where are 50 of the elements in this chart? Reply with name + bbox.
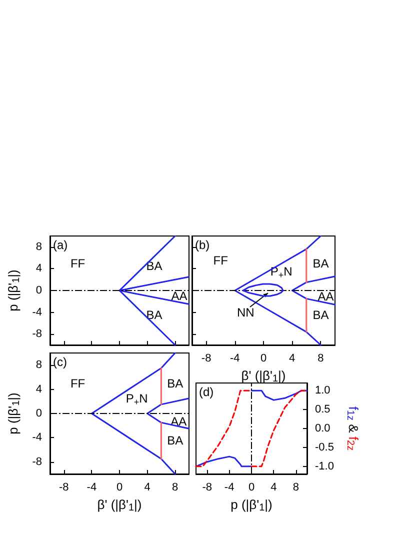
annotation: FF xyxy=(70,256,86,270)
x-tick-label: 4 xyxy=(144,482,150,494)
annotation: P+N xyxy=(126,391,148,407)
x-tick-label: 4 xyxy=(270,482,277,494)
x-tick-label: -4 xyxy=(230,352,240,364)
annotation: BA xyxy=(312,256,329,270)
y-axis-title: p (|β'1|) xyxy=(5,270,22,312)
annotation: (a) xyxy=(53,238,68,252)
y-tick-label: -4 xyxy=(32,432,42,444)
x-tick-label: 4 xyxy=(289,352,296,364)
y-tick-label: 4 xyxy=(36,262,42,275)
x-tick-label: -8 xyxy=(202,482,212,494)
y-tick-label: 4 xyxy=(36,383,42,396)
annotation: AA xyxy=(170,414,187,428)
x-tick-label: -8 xyxy=(201,352,212,364)
annotation: (d) xyxy=(199,385,214,399)
y-axis-title: p (|β'1|) xyxy=(5,392,22,434)
annotation: AA xyxy=(171,288,188,303)
annotation: FF xyxy=(213,254,228,268)
y2-axis-title: f1z & f2z xyxy=(344,406,361,451)
annotation: FF xyxy=(70,376,86,390)
x-tick-label: 8 xyxy=(318,352,324,364)
x-tick-label: 0 xyxy=(248,482,255,494)
y2-tick-label: 0.5 xyxy=(315,404,330,416)
y-tick-label: 0 xyxy=(36,284,42,296)
annotation: AA xyxy=(318,289,334,304)
y-tick-label: 8 xyxy=(36,240,42,253)
x-tick-label: -8 xyxy=(59,482,69,494)
x-tick-label: -4 xyxy=(224,482,234,494)
annotation: NN xyxy=(236,305,254,320)
annotation: BA xyxy=(146,308,162,322)
annotation: (b) xyxy=(195,238,210,252)
y2-tick-label: -1.0 xyxy=(315,460,334,472)
x-tick-label: 8 xyxy=(292,482,299,494)
annotation: BA xyxy=(167,376,184,390)
y2-tick-label: 0.0 xyxy=(315,422,330,434)
annotation: BA xyxy=(167,434,184,448)
x-tick-label: 0 xyxy=(260,352,267,364)
y2-tick-label: 1.0 xyxy=(315,384,330,397)
y-tick-label: -8 xyxy=(32,456,42,468)
x-tick-label: -4 xyxy=(86,482,97,494)
x-tick-label: 0 xyxy=(116,482,123,494)
x-tick-label: 8 xyxy=(172,482,178,494)
y2-tick-label: -0.5 xyxy=(315,441,334,454)
annotation: BA xyxy=(312,308,329,322)
y-tick-label: -4 xyxy=(32,306,42,318)
y-tick-label: 0 xyxy=(36,408,42,420)
annotation: (c) xyxy=(53,355,67,369)
y-tick-label: -8 xyxy=(32,328,42,340)
annotation: BA xyxy=(146,258,162,273)
